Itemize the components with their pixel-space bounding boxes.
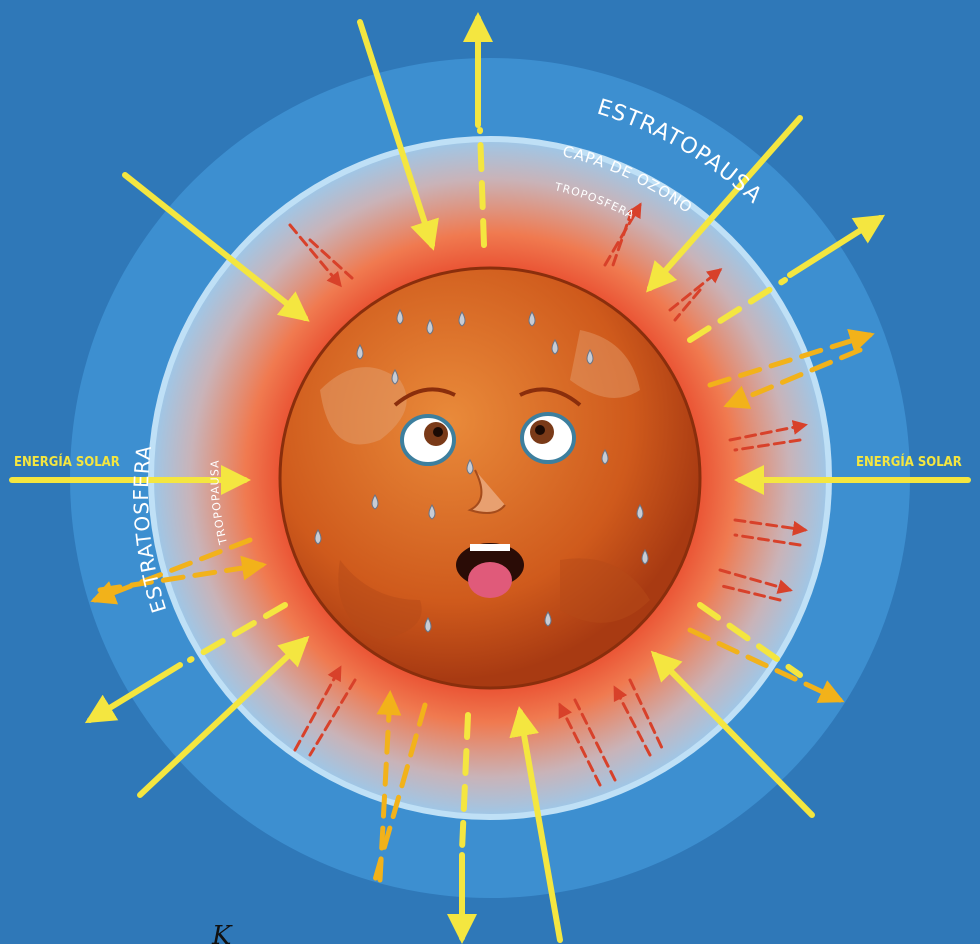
sweating-earth-face-icon <box>278 266 702 690</box>
heat-arrow-1 <box>288 223 342 288</box>
outgoing-arrow-lower-left <box>84 662 183 724</box>
reflected-arrow-right-3 <box>723 347 863 409</box>
solar-arrow-bottom <box>509 706 563 943</box>
solar-arrow-lower-left <box>137 635 310 798</box>
reflected-arrow-left-1 <box>90 537 253 605</box>
arrows-layer <box>9 12 971 944</box>
reflected-arrow-lower-right-2 <box>697 602 803 678</box>
bottom-text-fragment: K <box>211 921 233 944</box>
heat-arrow-4 <box>610 208 634 270</box>
heat-arrow-12 <box>716 583 782 602</box>
reflected-arrow-lower-right-1 <box>687 627 845 703</box>
heat-arrow-14 <box>308 678 357 757</box>
reflected-arrow-right-2 <box>707 329 875 388</box>
reflected-arrow-left-2 <box>97 555 267 593</box>
label-solar-energy-right: ENERGÍA SOLAR <box>856 454 962 470</box>
heat-arrow-5 <box>668 268 723 312</box>
heat-arrow-18 <box>628 678 664 750</box>
solar-arrow-top-left <box>357 19 439 251</box>
heat-arrow-13 <box>293 665 342 752</box>
reflected-arrow-bottom-1 <box>376 690 402 883</box>
heat-arrow-9 <box>733 518 808 536</box>
reflected-arrow-top <box>477 127 487 248</box>
reflected-arrow-left-3 <box>187 602 288 663</box>
solar-arrow-upper-left <box>122 172 310 322</box>
heat-arrow-8 <box>733 438 802 452</box>
heat-arrow-16 <box>573 698 617 782</box>
heat-arrow-10 <box>733 533 802 547</box>
heat-arrow-2 <box>308 238 354 280</box>
solar-arrow-top-right <box>646 115 803 293</box>
heat-arrow-15 <box>558 702 602 787</box>
heat-arrow-11 <box>718 568 793 594</box>
heat-arrow-6 <box>673 288 702 322</box>
reflected-arrow-bottom-2 <box>372 702 428 883</box>
outgoing-arrow-upper-right <box>787 214 886 278</box>
solar-arrow-lower-right <box>650 650 815 818</box>
heat-arrow-7 <box>728 419 808 442</box>
heat-arrow-17 <box>613 685 652 757</box>
reflected-arrow-bottom-3 <box>459 712 471 853</box>
label-solar-energy-left: ENERGÍA SOLAR <box>14 454 120 470</box>
reflected-arrow-right-1 <box>687 277 788 343</box>
